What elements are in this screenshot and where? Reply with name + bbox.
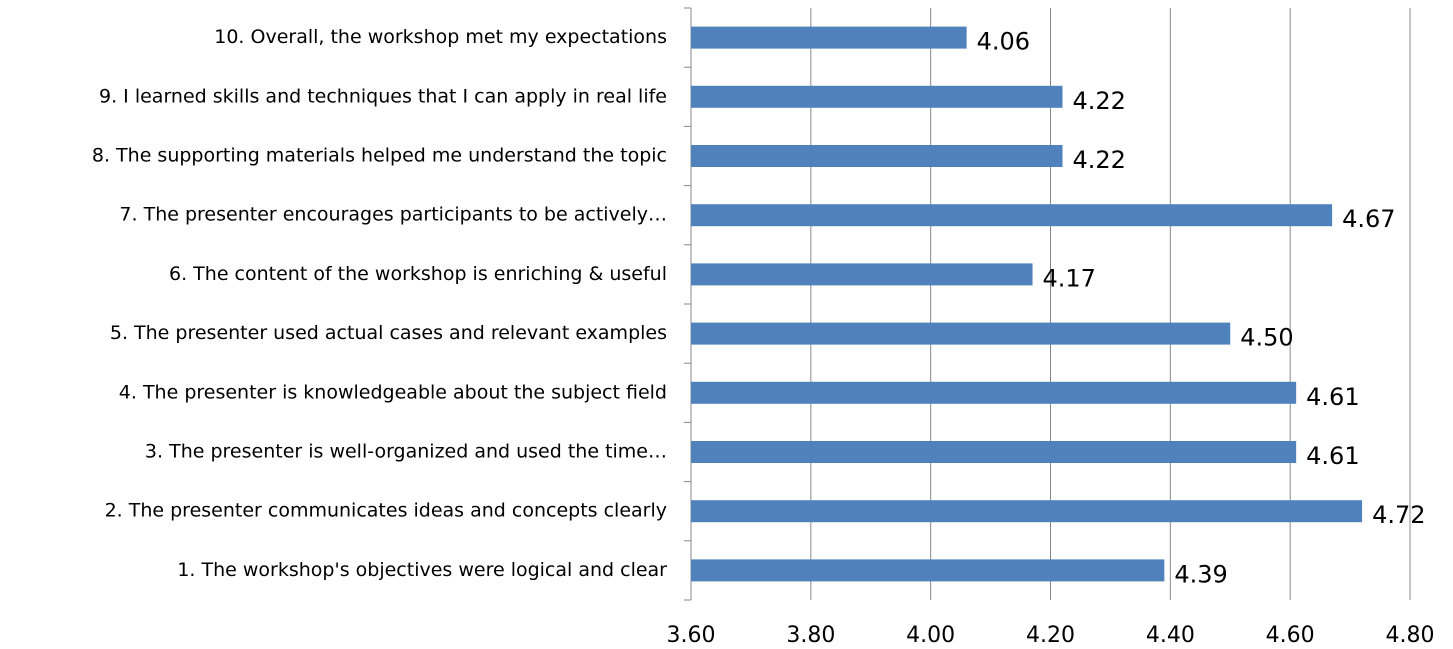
category-label: 9. I learned skills and techniques that … xyxy=(99,85,667,107)
value-label: 4.50 xyxy=(1240,324,1293,352)
category-label: 8. The supporting materials helped me un… xyxy=(92,145,667,167)
value-label: 4.61 xyxy=(1306,383,1359,411)
chart: 3.60 3.80 4.00 4.20 4.40 4.60 4.80 1. The works… xyxy=(0,0,1453,649)
x-tick-label: 4.60 xyxy=(1266,623,1315,648)
x-tick-label: 4.80 xyxy=(1386,623,1435,648)
category-label: 4. The presenter is knowledgeable about … xyxy=(119,381,667,403)
bar xyxy=(691,204,1332,226)
page: 3.60 3.80 4.00 4.20 4.40 4.60 4.80 1. The works… xyxy=(0,0,1453,649)
category-label: 1. The workshop's objectives were logica… xyxy=(177,559,667,581)
bar xyxy=(691,382,1296,404)
category-label: 6. The content of the workshop is enrich… xyxy=(169,263,667,285)
value-label: 4.22 xyxy=(1072,146,1125,174)
category-label: 5. The presenter used actual cases and r… xyxy=(110,322,667,344)
bar xyxy=(691,27,967,49)
bar xyxy=(691,86,1062,108)
category-label: 10. Overall, the workshop met my expecta… xyxy=(214,26,667,48)
x-tick-label: 3.80 xyxy=(786,623,835,648)
category-label: 7. The presenter encourages participants… xyxy=(119,204,667,226)
value-label: 4.39 xyxy=(1174,560,1227,588)
bar xyxy=(691,500,1362,522)
value-label: 4.72 xyxy=(1372,501,1425,529)
value-label: 4.06 xyxy=(977,28,1030,56)
value-label: 4.67 xyxy=(1342,205,1395,233)
value-label: 4.61 xyxy=(1306,442,1359,470)
bar xyxy=(691,323,1230,345)
category-label: 2. The presenter communicates ideas and … xyxy=(105,500,667,522)
value-label: 4.17 xyxy=(1043,264,1096,292)
bar xyxy=(691,559,1164,581)
bar xyxy=(691,145,1062,167)
bar xyxy=(691,441,1296,463)
x-tick-label: 4.40 xyxy=(1146,623,1195,648)
bar xyxy=(691,263,1033,285)
value-label: 4.22 xyxy=(1072,87,1125,115)
x-tick-label: 4.00 xyxy=(906,623,955,648)
x-tick-label: 3.60 xyxy=(667,623,716,648)
x-tick-label: 4.20 xyxy=(1026,623,1075,648)
category-label: 3. The presenter is well-organized and u… xyxy=(145,441,667,463)
